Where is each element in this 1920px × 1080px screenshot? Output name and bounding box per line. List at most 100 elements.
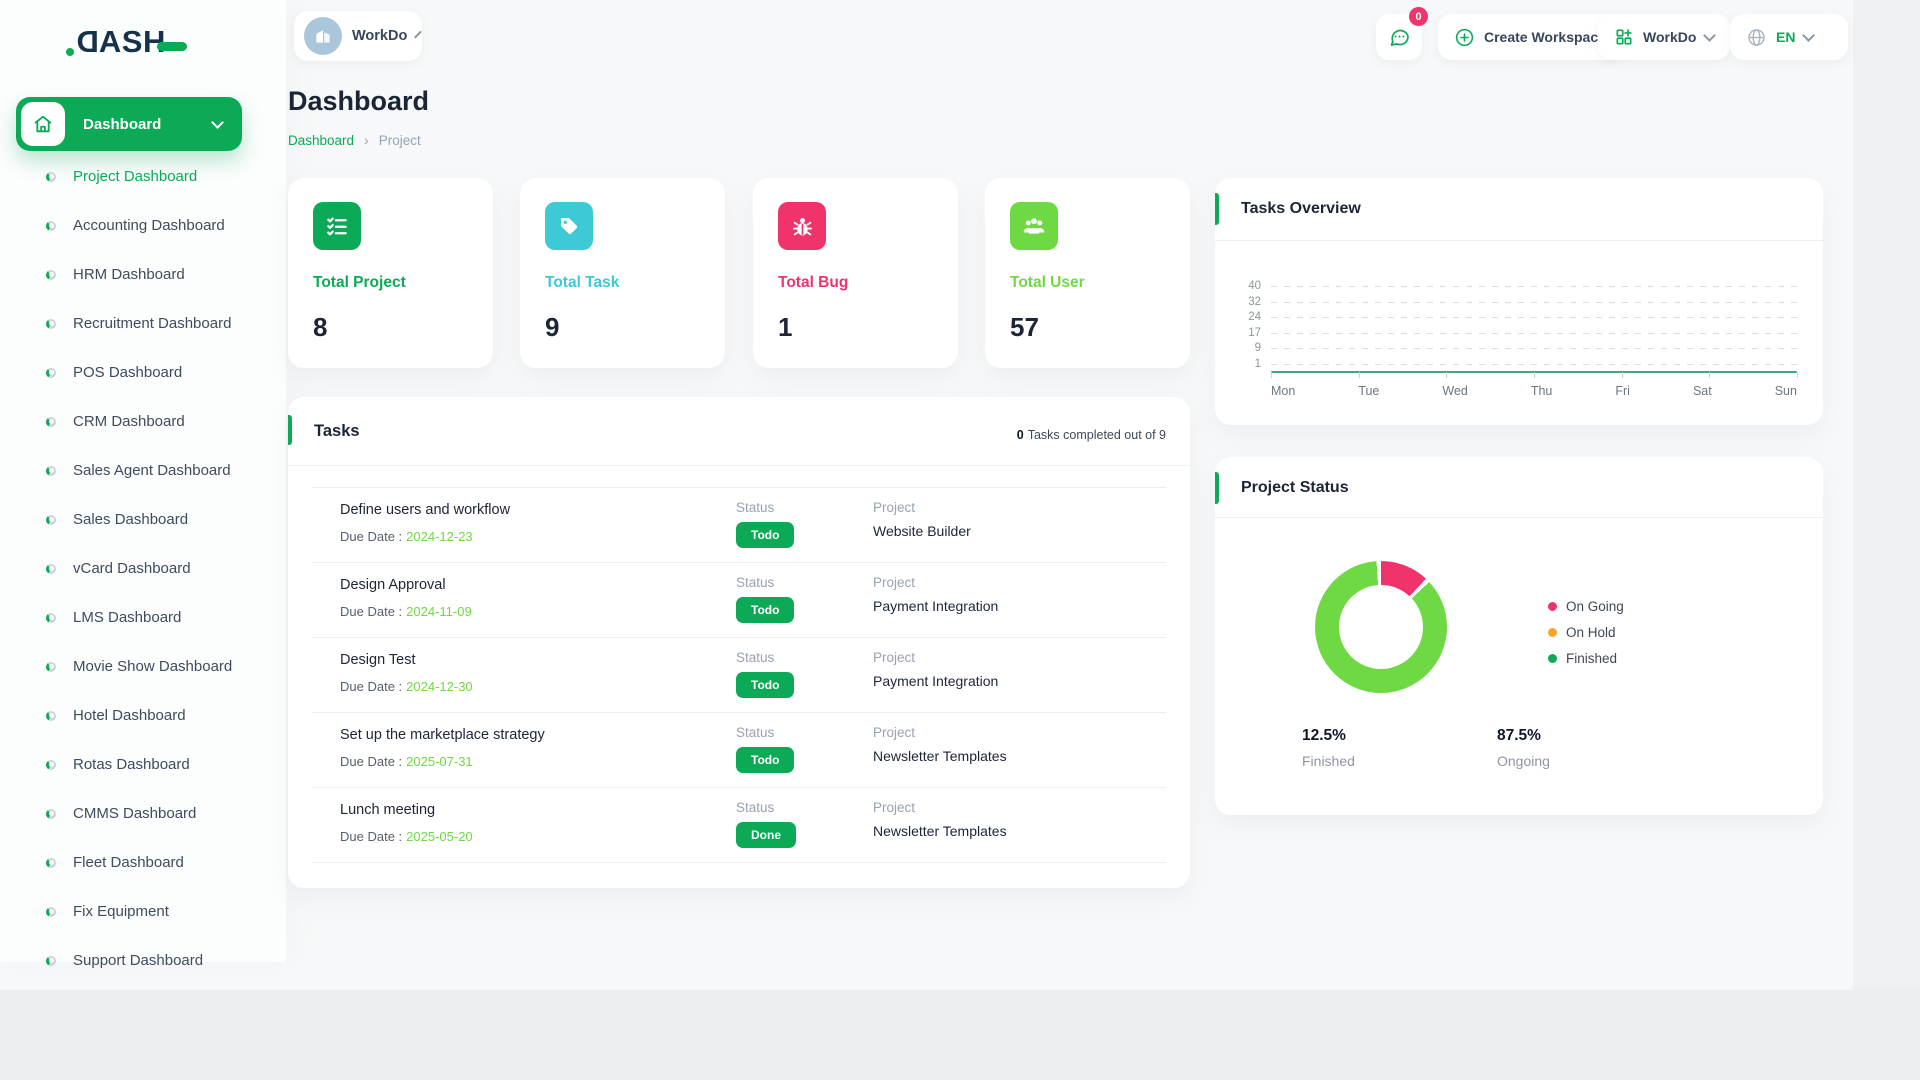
- task-name[interactable]: Set up the marketplace strategy: [340, 727, 545, 743]
- ring-icon: [46, 759, 56, 770]
- right-background-band: [1853, 0, 1920, 990]
- legend-item-on-going[interactable]: On Going: [1548, 597, 1624, 615]
- plus-circle-icon: [1454, 27, 1475, 48]
- sidebar-item-support-dashboard[interactable]: Support Dashboard: [0, 936, 286, 985]
- language-selector[interactable]: EN: [1730, 14, 1848, 60]
- status-badge: Todo: [736, 747, 795, 773]
- workspace-name: WorkDo: [352, 28, 408, 44]
- sidebar-item-hotel-dashboard[interactable]: Hotel Dashboard: [0, 691, 286, 740]
- ring-icon: [46, 612, 56, 623]
- sidebar-item-accounting-dashboard[interactable]: Accounting Dashboard: [0, 201, 286, 250]
- task-name[interactable]: Lunch meeting: [340, 802, 436, 818]
- legend-item-on-hold[interactable]: On Hold: [1548, 623, 1624, 641]
- legend-item-finished[interactable]: Finished: [1548, 649, 1624, 667]
- sidebar-item-label: Fleet Dashboard: [73, 854, 184, 871]
- sidebar-group-dashboard[interactable]: Dashboard: [16, 97, 242, 151]
- sidebar-item-recruitment-dashboard[interactable]: Recruitment Dashboard: [0, 299, 286, 348]
- sidebar-item-movie-show-dashboard[interactable]: Movie Show Dashboard: [0, 642, 286, 691]
- bottom-background-strip: [0, 990, 1920, 1080]
- x-axis-tick: [1621, 372, 1623, 378]
- sidebar-item-pos-dashboard[interactable]: POS Dashboard: [0, 348, 286, 397]
- sidebar-item-label: Support Dashboard: [73, 952, 204, 969]
- status-badge: Todo: [736, 672, 795, 698]
- logo-letter: A: [98, 24, 122, 59]
- sidebar-item-sales-agent-dashboard[interactable]: Sales Agent Dashboard: [0, 446, 286, 495]
- create-workspace-button[interactable]: Create Workspace: [1438, 14, 1622, 60]
- chart-plot-area: [1271, 286, 1798, 378]
- ring-icon: [46, 661, 56, 672]
- task-due-date: Due Date :2024-12-30: [340, 679, 473, 694]
- ring-icon: [46, 318, 56, 329]
- status-badge: Todo: [736, 597, 795, 623]
- stat-card-total-task: Total Task 9: [520, 178, 725, 368]
- task-project: Newsletter Templates: [873, 823, 1007, 839]
- sidebar-item-fix-equipment[interactable]: Fix Equipment: [0, 887, 286, 936]
- sidebar-item-project-dashboard[interactable]: Project Dashboard: [0, 152, 286, 201]
- workspace-switcher[interactable]: WorkDo: [294, 11, 423, 61]
- tasks-title: Tasks: [314, 422, 360, 440]
- messages-button[interactable]: 0: [1376, 7, 1428, 60]
- task-row: Lunch meeting Due Date :2025-05-20 Statu…: [312, 788, 1166, 863]
- x-axis-tick: [1446, 372, 1448, 378]
- status-badge: Done: [736, 822, 796, 848]
- sidebar-item-vcard-dashboard[interactable]: vCard Dashboard: [0, 544, 286, 593]
- sidebar-item-sales-dashboard[interactable]: Sales Dashboard: [0, 495, 286, 544]
- tasks-completed-summary: 0 Tasks completed out of 9: [1016, 428, 1166, 442]
- ring-icon: [46, 906, 56, 917]
- card-header: Tasks Overview: [1215, 178, 1823, 241]
- stat-value: 57: [1010, 312, 1039, 342]
- card-header: Tasks 0 Tasks completed out of 9: [288, 397, 1190, 466]
- home-icon: [34, 115, 52, 133]
- logo-letter: D: [76, 24, 99, 59]
- task-row: Design Approval Due Date :2024-11-09 Sta…: [312, 563, 1166, 638]
- x-axis-tick: [1797, 372, 1798, 378]
- project-status-card: Project Status On Going On Hold Finished…: [1215, 457, 1823, 815]
- app-switcher-button[interactable]: WorkDo: [1598, 14, 1731, 60]
- building-icon: [316, 30, 330, 43]
- chevron-down-icon: [414, 30, 423, 38]
- ring-icon: [46, 171, 56, 182]
- grid-plus-icon: [1614, 27, 1634, 47]
- sidebar: [0, 0, 286, 962]
- home-icon-tile: [21, 102, 65, 146]
- tasks-overview-title: Tasks Overview: [1241, 200, 1361, 217]
- breadcrumb-link-dashboard[interactable]: Dashboard: [288, 132, 355, 148]
- sidebar-item-crm-dashboard[interactable]: CRM Dashboard: [0, 397, 286, 446]
- status-label: Status: [736, 725, 775, 740]
- workspace-avatar: [304, 17, 342, 55]
- sidebar-item-rotas-dashboard[interactable]: Rotas Dashboard: [0, 740, 286, 789]
- finished-label: Finished: [1302, 753, 1355, 769]
- bug-icon: [778, 202, 826, 250]
- task-name[interactable]: Design Test: [340, 652, 416, 668]
- project-status-title: Project Status: [1241, 479, 1349, 496]
- sidebar-item-label: Sales Agent Dashboard: [73, 462, 231, 479]
- users-icon: [1010, 202, 1058, 250]
- sidebar-item-label: POS Dashboard: [73, 364, 183, 381]
- chevron-down-icon: [1802, 28, 1816, 42]
- task-row: Define users and workflow Due Date :2024…: [312, 488, 1166, 563]
- stat-value: 1: [778, 312, 793, 342]
- chart-gridline: [1271, 348, 1797, 350]
- stat-label: Total Task: [545, 274, 620, 291]
- sidebar-item-lms-dashboard[interactable]: LMS Dashboard: [0, 593, 286, 642]
- task-list: Define users and workflow Due Date :2024…: [312, 487, 1166, 863]
- app-switcher-label: WorkDo: [1643, 29, 1697, 45]
- sidebar-item-fleet-dashboard[interactable]: Fleet Dashboard: [0, 838, 286, 887]
- sidebar-item-label: LMS Dashboard: [73, 609, 182, 626]
- language-code: EN: [1776, 29, 1796, 45]
- project-label: Project: [873, 500, 916, 515]
- chart-gridline: [1271, 286, 1797, 287]
- chevron-down-icon: [211, 115, 224, 129]
- legend-dot: [1548, 653, 1557, 663]
- sidebar-item-label: Movie Show Dashboard: [73, 658, 233, 675]
- ongoing-label: Ongoing: [1497, 753, 1550, 769]
- sidebar-item-hrm-dashboard[interactable]: HRM Dashboard: [0, 250, 286, 299]
- task-name[interactable]: Design Approval: [340, 577, 446, 593]
- task-name[interactable]: Define users and workflow: [340, 502, 511, 518]
- task-due-date: Due Date :2024-12-23: [340, 529, 473, 544]
- logo-letter: S: [121, 24, 143, 59]
- sidebar-item-label: Accounting Dashboard: [73, 217, 225, 234]
- sidebar-item-cmms-dashboard[interactable]: CMMS Dashboard: [0, 789, 286, 838]
- tasks-overview-card: Tasks Overview 40 32 24 17 9 1: [1215, 178, 1823, 425]
